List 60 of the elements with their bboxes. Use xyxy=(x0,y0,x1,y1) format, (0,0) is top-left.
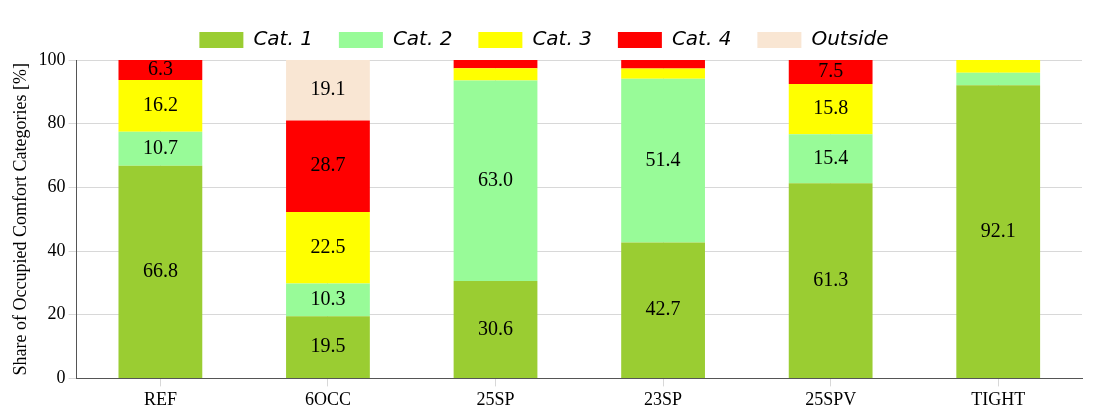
data-label: 10.7 xyxy=(142,135,178,158)
y-tick-label: 40 xyxy=(47,239,66,260)
data-label: 22.5 xyxy=(310,234,346,257)
y-tick-label: 80 xyxy=(47,112,66,133)
x-tick-label: 23SP xyxy=(644,388,683,409)
data-label: 15.4 xyxy=(813,145,849,168)
bar xyxy=(118,60,203,81)
legend-label: Cat. 1 xyxy=(253,26,313,51)
data-label: 51.4 xyxy=(645,147,681,170)
bar xyxy=(118,80,203,132)
legend-label: Outside xyxy=(811,26,889,51)
x-tick-label: TIGHT xyxy=(971,388,1026,409)
data-label: 28.7 xyxy=(310,153,346,176)
bar xyxy=(788,183,873,378)
legend-label: Cat. 2 xyxy=(392,26,453,51)
bar xyxy=(956,85,1041,378)
x-tick-label: 6OCC xyxy=(304,388,351,409)
data-label: 16.2 xyxy=(142,93,178,116)
x-tick-label: REF xyxy=(143,388,177,409)
data-label: 66.8 xyxy=(142,259,178,282)
bar xyxy=(621,68,705,79)
y-tick-label: 100 xyxy=(38,48,66,69)
bar xyxy=(118,165,203,378)
bar xyxy=(286,283,370,317)
bar xyxy=(453,280,538,378)
y-axis-title: Share of Occupied Comfort Categories [%] xyxy=(9,63,30,376)
bar xyxy=(286,120,370,212)
bar xyxy=(621,60,705,69)
x-tick-label: 25SPV xyxy=(805,388,857,409)
bar xyxy=(453,60,538,69)
data-label: 19.1 xyxy=(310,77,346,100)
bar xyxy=(956,72,1041,86)
bar xyxy=(286,60,370,121)
bar xyxy=(621,242,705,378)
data-label: 92.1 xyxy=(980,218,1016,241)
y-tick-label: 60 xyxy=(47,176,66,197)
bar xyxy=(788,60,873,84)
bar xyxy=(621,78,705,243)
bar xyxy=(453,68,538,81)
bar xyxy=(286,316,370,378)
data-label: 19.5 xyxy=(310,334,346,357)
legend-label: Cat. 4 xyxy=(671,26,732,51)
bar xyxy=(956,60,1041,73)
data-label: 10.3 xyxy=(310,287,346,310)
y-tick-label: 0 xyxy=(56,367,66,388)
data-label: 30.6 xyxy=(478,316,514,339)
bar xyxy=(286,211,370,284)
data-label: 42.7 xyxy=(645,297,681,320)
bar xyxy=(118,131,203,166)
legend-label: Cat. 3 xyxy=(532,26,592,51)
data-label: 6.3 xyxy=(147,57,173,80)
y-tick-label: 20 xyxy=(47,303,66,324)
bar xyxy=(453,80,538,281)
bar xyxy=(788,83,873,135)
data-label: 63.0 xyxy=(478,167,514,190)
bar xyxy=(788,134,873,184)
x-tick-label: 25SP xyxy=(476,388,515,409)
data-label: 7.5 xyxy=(818,59,844,82)
data-label: 61.3 xyxy=(813,267,849,290)
data-label: 15.8 xyxy=(813,96,849,119)
